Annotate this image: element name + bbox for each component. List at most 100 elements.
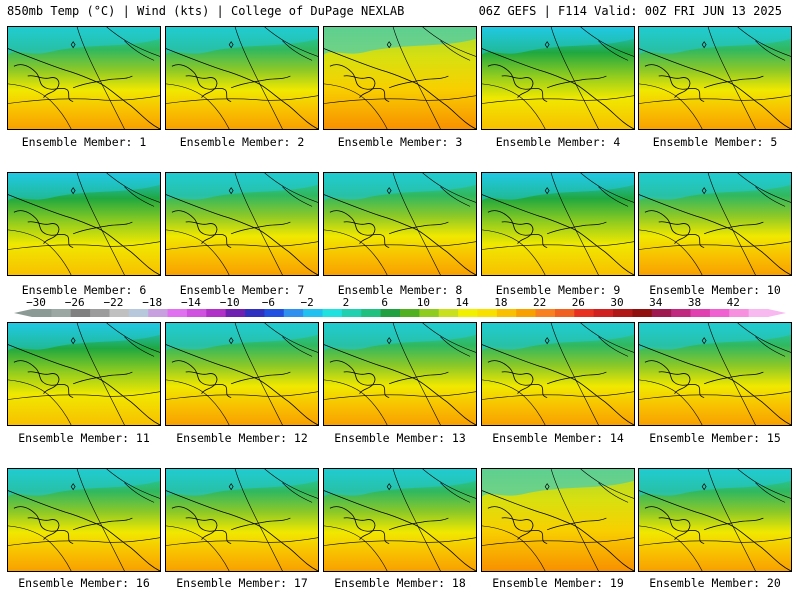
member-map-panel bbox=[7, 26, 161, 130]
member-map-panel bbox=[481, 468, 635, 572]
colorbar-tick-label: 14 bbox=[455, 296, 469, 309]
colorbar-tick-label: −26 bbox=[65, 296, 85, 309]
member-label: Ensemble Member: 12 bbox=[176, 431, 308, 445]
member-map-panel bbox=[323, 26, 477, 130]
colorbar-swatch bbox=[51, 309, 72, 317]
member-map-panel bbox=[323, 468, 477, 572]
colorbar-swatch bbox=[496, 309, 517, 317]
member-map-panel bbox=[481, 172, 635, 276]
colorbar-swatch bbox=[554, 309, 575, 317]
colorbar-swatch bbox=[380, 309, 401, 317]
colorbar-swatch bbox=[341, 309, 362, 317]
member-map-panel bbox=[165, 322, 319, 426]
colorbar-swatch bbox=[535, 309, 556, 317]
member-label: Ensemble Member: 8 bbox=[337, 283, 463, 297]
member-label: Ensemble Member: 4 bbox=[495, 135, 621, 149]
member-label: Ensemble Member: 9 bbox=[495, 283, 621, 297]
member-label: Ensemble Member: 20 bbox=[649, 576, 781, 590]
colorbar-swatch bbox=[32, 309, 52, 317]
member-map-panel bbox=[638, 322, 792, 426]
colorbar-swatch bbox=[593, 309, 614, 317]
member-label: Ensemble Member: 13 bbox=[334, 431, 466, 445]
colorbar-swatch bbox=[148, 309, 169, 317]
temperature-colorbar: −30 −26 −22 −18 −14 −10 −6 −2 2 6 10 14 18 22 26 30 34 38… bbox=[14, 296, 786, 317]
colorbar-tick-label: 22 bbox=[533, 296, 546, 309]
colorbar-swatch bbox=[206, 309, 227, 317]
member-label: Ensemble Member: 5 bbox=[652, 135, 778, 149]
member-map-panel bbox=[638, 172, 792, 276]
member-label: Ensemble Member: 10 bbox=[649, 283, 781, 297]
colorbar-swatch bbox=[264, 309, 285, 317]
colorbar-arrow-high bbox=[768, 309, 786, 317]
colorbar-swatch bbox=[361, 309, 382, 317]
colorbar-swatch bbox=[458, 309, 478, 317]
colorbar-swatch bbox=[303, 309, 324, 317]
colorbar-swatch bbox=[651, 309, 672, 317]
member-map-panel bbox=[165, 468, 319, 572]
member-map-panel bbox=[165, 172, 319, 276]
member-label: Ensemble Member: 16 bbox=[18, 576, 150, 590]
colorbar-swatch bbox=[709, 309, 730, 317]
colorbar-swatch bbox=[322, 309, 343, 317]
colorbar-swatch bbox=[729, 309, 750, 317]
member-map-panel bbox=[7, 468, 161, 572]
member-label: Ensemble Member: 15 bbox=[649, 431, 781, 445]
member-label: Ensemble Member: 6 bbox=[21, 283, 147, 297]
colorbar-tick-label: −30 bbox=[26, 296, 46, 309]
colorbar-swatch bbox=[613, 309, 633, 317]
member-map-panel bbox=[323, 172, 477, 276]
colorbar-swatch bbox=[245, 309, 265, 317]
colorbar-tick-label: 18 bbox=[494, 296, 507, 309]
member-label: Ensemble Member: 7 bbox=[179, 283, 305, 297]
member-map-panel bbox=[481, 322, 635, 426]
member-label: Ensemble Member: 19 bbox=[492, 576, 624, 590]
member-map-panel bbox=[7, 322, 161, 426]
member-label: Ensemble Member: 2 bbox=[179, 135, 305, 149]
map-title: 850mb Temp (°C) | Wind (kts) | College o… bbox=[7, 4, 405, 18]
colorbar-swatch bbox=[477, 309, 498, 317]
colorbar-tick-label: 2 bbox=[343, 296, 350, 309]
member-map-panel bbox=[323, 322, 477, 426]
colorbar-swatch bbox=[400, 309, 420, 317]
member-map-panel bbox=[165, 26, 319, 130]
member-label: Ensemble Member: 17 bbox=[176, 576, 308, 590]
colorbar-swatch bbox=[632, 309, 653, 317]
colorbar-swatch bbox=[225, 309, 246, 317]
colorbar-swatch bbox=[438, 309, 459, 317]
colorbar-tick-label: −6 bbox=[262, 296, 275, 309]
colorbar-swatch bbox=[167, 309, 188, 317]
member-map-panel bbox=[481, 26, 635, 130]
colorbar-tick-label: 26 bbox=[572, 296, 585, 309]
member-label: Ensemble Member: 11 bbox=[18, 431, 150, 445]
colorbar-tick-label: −22 bbox=[104, 296, 124, 309]
member-label: Ensemble Member: 14 bbox=[492, 431, 624, 445]
colorbar-tick-label: 42 bbox=[727, 296, 740, 309]
member-label: Ensemble Member: 1 bbox=[21, 135, 147, 149]
colorbar-swatch bbox=[128, 309, 149, 317]
member-label: Ensemble Member: 3 bbox=[337, 135, 463, 149]
colorbar-swatch bbox=[90, 309, 110, 317]
colorbar-tick-label: −18 bbox=[142, 296, 162, 309]
colorbar-swatch bbox=[109, 309, 130, 317]
colorbar-swatch bbox=[690, 309, 711, 317]
colorbar-tick-label: 34 bbox=[649, 296, 663, 309]
colorbar-arrow-low bbox=[14, 309, 32, 317]
colorbar-tick-label: −14 bbox=[181, 296, 201, 309]
colorbar-swatch bbox=[574, 309, 595, 317]
colorbar-tick-label: 6 bbox=[381, 296, 388, 309]
colorbar-swatch bbox=[748, 309, 769, 317]
member-map-panel bbox=[638, 26, 792, 130]
colorbar-swatch bbox=[70, 309, 91, 317]
member-label: Ensemble Member: 18 bbox=[334, 576, 466, 590]
colorbar-swatch bbox=[516, 309, 537, 317]
colorbar-tick-label: −2 bbox=[301, 296, 314, 309]
colorbar-swatch bbox=[419, 309, 440, 317]
colorbar-swatch bbox=[283, 309, 304, 317]
colorbar-tick-label: −10 bbox=[220, 296, 240, 309]
colorbar-tick-label: 30 bbox=[610, 296, 623, 309]
member-map-panel bbox=[7, 172, 161, 276]
colorbar-swatch bbox=[186, 309, 207, 317]
model-run-info: 06Z GEFS | F114 Valid: 00Z FRI JUN 13 20… bbox=[478, 4, 782, 18]
member-map-panel bbox=[638, 468, 792, 572]
colorbar-tick-label: 10 bbox=[417, 296, 430, 309]
